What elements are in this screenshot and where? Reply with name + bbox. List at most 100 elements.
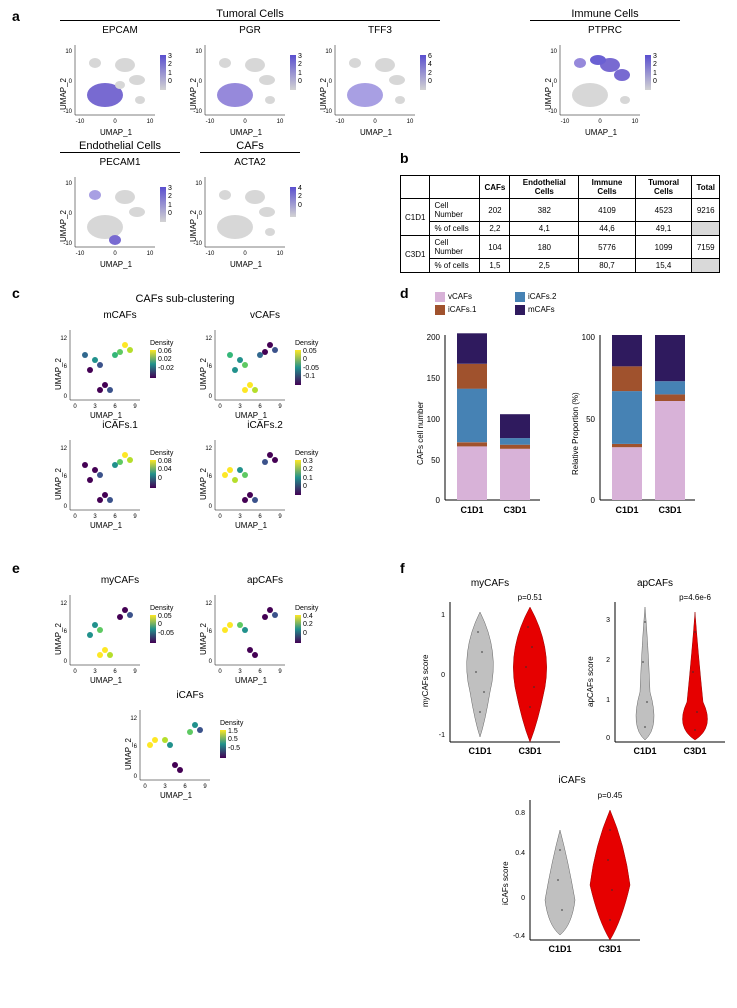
svg-text:9: 9 (133, 514, 137, 520)
svg-text:6: 6 (209, 474, 213, 480)
panel-e-label: e (12, 560, 20, 576)
svg-text:0: 0 (441, 672, 445, 679)
td: 4523 (635, 199, 692, 222)
svg-text:12: 12 (60, 601, 67, 607)
umap-epcam: 10 0 -10 -10 0 10 UMAP_2 UMAP_1 (55, 40, 170, 135)
panel-b-label: b (400, 150, 409, 166)
svg-text:0: 0 (209, 394, 213, 400)
svg-text:6: 6 (209, 364, 213, 370)
legend-pgr-ticks: 3210 (298, 53, 302, 87)
svg-text:12: 12 (205, 336, 212, 342)
legend-tff3-ticks: 6420 (428, 53, 432, 87)
svg-text:6: 6 (113, 514, 117, 520)
gene-pgr: PGR (200, 25, 300, 36)
ylabel: UMAP_2 (199, 468, 208, 500)
svg-text:6: 6 (113, 669, 117, 675)
ylabel: UMAP_2 (59, 210, 68, 242)
svg-text:0.8: 0.8 (515, 810, 525, 817)
vcafs-title: vCAFs (215, 310, 315, 321)
icafs1-title: iCAFs.1 (70, 420, 170, 431)
gene-pecam1: PECAM1 (70, 157, 170, 168)
legend-c-icafs1-ticks: 0.080.040 (158, 458, 172, 483)
density-label: Density (220, 720, 243, 727)
svg-text:10: 10 (277, 119, 284, 125)
umap-e-icafs: 12 6 0 0 3 6 9 UMAP_2 UMAP_1 (120, 705, 230, 800)
gene-acta2: ACTA2 (200, 157, 300, 168)
svg-text:0: 0 (243, 119, 247, 125)
icafs-title-e: iCAFs (140, 690, 240, 701)
th (430, 176, 480, 199)
svg-text:6: 6 (113, 404, 117, 410)
td: 49,1 (635, 222, 692, 236)
ylabel: UMAP_2 (189, 210, 198, 242)
ylabel: UMAP_2 (544, 78, 553, 110)
td: C3D1 (401, 236, 430, 273)
svg-text:0: 0 (199, 79, 203, 85)
legend-icafs2: iCAFs.2 (515, 292, 556, 302)
svg-text:0: 0 (143, 784, 147, 790)
mycafs-f-title: myCAFs (430, 578, 550, 589)
svg-text:3: 3 (93, 514, 97, 520)
svg-text:10: 10 (147, 251, 154, 257)
umap-c-vcafs: 12 6 0 0 3 6 9 UMAP_2 UMAP_1 (195, 325, 305, 420)
xlabel: UMAP_1 (160, 791, 192, 800)
svg-text:C3D1: C3D1 (518, 746, 541, 756)
density-label: Density (150, 605, 173, 612)
svg-text:C1D1: C1D1 (615, 505, 638, 515)
legend-ptprc (645, 55, 651, 90)
svg-text:0: 0 (521, 895, 525, 902)
svg-text:3: 3 (238, 404, 242, 410)
mcafs-title: mCAFs (70, 310, 170, 321)
th: Tumoral Cells (635, 176, 692, 199)
svg-text:12: 12 (60, 336, 67, 342)
svg-text:9: 9 (133, 404, 137, 410)
td: 180 (510, 236, 579, 259)
td: 1,5 (480, 259, 510, 273)
density-label: Density (150, 450, 173, 457)
td: 202 (480, 199, 510, 222)
xlabel: UMAP_1 (235, 676, 267, 685)
svg-text:0: 0 (64, 504, 68, 510)
panel-c-title: CAFs sub-clustering (60, 293, 310, 305)
ylabel-f1: myCAFs score (421, 655, 430, 707)
ylabel: UMAP_2 (319, 78, 328, 110)
legend-epcam (160, 55, 166, 90)
legend-text: iCAFs.2 (528, 292, 556, 301)
icafs-f-title: iCAFs (512, 775, 632, 786)
legend-pecam1 (160, 187, 166, 222)
umap-e-apcafs: 12 6 0 0 3 6 9 UMAP_2 UMAP_1 (195, 590, 305, 685)
umap-c-mcafs: 12 6 0 0 3 6 9 UMAP_2 UMAP_1 (50, 325, 160, 420)
svg-text:p=0.45: p=0.45 (598, 791, 623, 800)
svg-text:-0.4: -0.4 (513, 933, 525, 940)
pval: p=0.51 (518, 593, 543, 602)
svg-text:0: 0 (69, 211, 73, 217)
svg-text:3: 3 (238, 669, 242, 675)
violin-apcafs: 0 1 2 3 C1D1 C3D1 p=4.6e-6 apCAFs score (580, 592, 735, 765)
svg-text:6: 6 (64, 474, 68, 480)
svg-text:-10: -10 (336, 119, 345, 125)
svg-text:0: 0 (134, 774, 138, 780)
legend-c-icafs1 (150, 460, 156, 488)
svg-text:9: 9 (278, 404, 282, 410)
ylabel-d2: Relative Proportion (%) (571, 392, 580, 475)
legend-c-vcafs (295, 350, 301, 385)
svg-text:6: 6 (183, 784, 187, 790)
svg-text:0: 0 (598, 119, 602, 125)
xlabel: UMAP_1 (90, 521, 122, 530)
legend-ptprc-ticks: 3210 (653, 53, 657, 87)
legend-text: vCAFs (448, 292, 472, 301)
svg-text:150: 150 (427, 374, 441, 383)
umap-acta2: 10 0 -10 -10 0 10 UMAP_2 UMAP_1 (185, 172, 300, 267)
svg-text:p=4.6e-6: p=4.6e-6 (679, 593, 711, 602)
ylabel: UMAP_2 (124, 738, 133, 770)
legend-tff3 (420, 55, 426, 90)
svg-text:C1D1: C1D1 (548, 944, 571, 954)
legend-epcam-ticks: 3210 (168, 53, 172, 87)
xlabel: UMAP_1 (100, 260, 132, 269)
td: % of cells (430, 222, 480, 236)
xlabel: UMAP_1 (230, 128, 262, 137)
svg-text:3: 3 (93, 404, 97, 410)
ylabel-f3: iCAFs score (501, 861, 510, 905)
xlabel: UMAP_1 (90, 411, 122, 420)
legend-c-mcafs-ticks: 0.060.02-0.02 (158, 348, 174, 373)
